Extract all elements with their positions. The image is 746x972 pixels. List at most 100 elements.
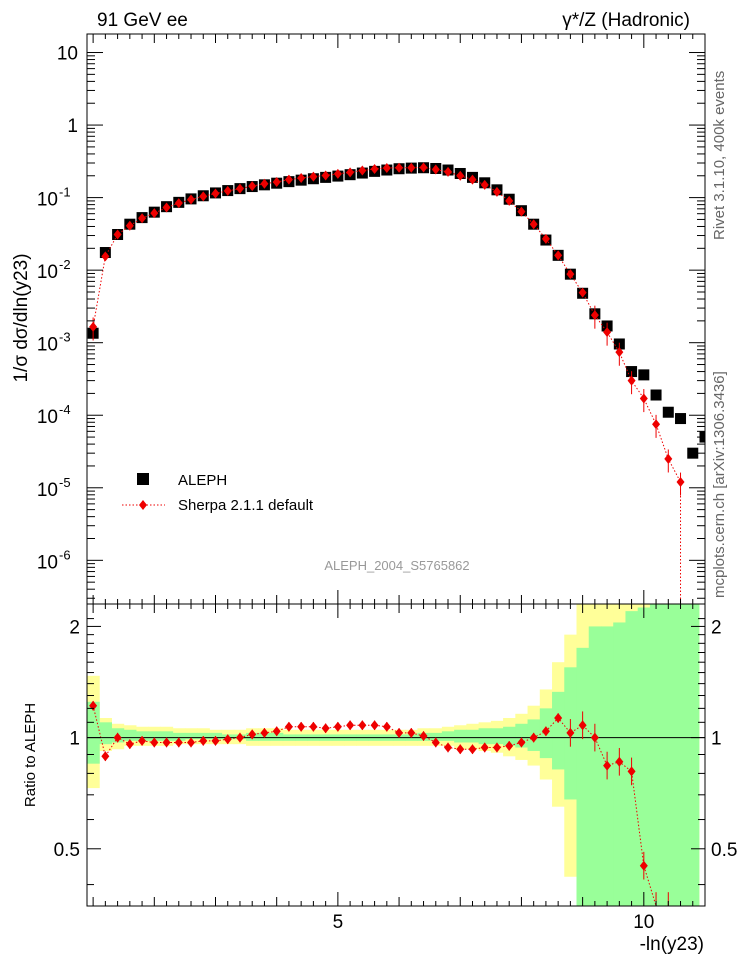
ratio-y-axis-label: Ratio to ALEPH [22, 703, 39, 807]
main-y-tick-label: 10 [37, 335, 58, 356]
main-y-tick-label: 1 [67, 116, 78, 137]
main-panel-frame [86, 33, 706, 605]
sherpa-point [370, 163, 379, 174]
ratio-sherpa-point [150, 737, 159, 748]
ratio-band-inner [454, 729, 467, 743]
ratio-band-inner [576, 647, 590, 906]
ratio-sherpa-point [101, 751, 110, 762]
ratio-sherpa-point [260, 727, 269, 738]
sherpa-point [89, 321, 98, 332]
ratio-band-inner [172, 732, 186, 741]
analysis-label: ALEPH_2004_S5765862 [324, 558, 469, 573]
main-y-tick-label: 10 [57, 44, 78, 65]
plot-title-left: 91 GeV ee [97, 10, 188, 31]
sherpa-point [664, 453, 673, 464]
ratio-band-inner [99, 722, 112, 745]
ratio-sherpa-point [382, 721, 391, 732]
ratio-band-inner [466, 729, 480, 743]
x-tick-label: 5 [333, 912, 344, 933]
aleph-point [650, 389, 662, 401]
sherpa-point [419, 162, 428, 173]
ratio-y-tick-label: 2 [69, 617, 80, 638]
ratio-sherpa-point [284, 721, 293, 732]
sherpa-point [187, 194, 196, 205]
sherpa-point [444, 166, 453, 177]
ratio-band-inner [662, 604, 675, 906]
ratio-sherpa-point [431, 737, 440, 748]
sherpa-point [272, 177, 281, 188]
ratio-sherpa-point [505, 740, 514, 751]
main-y-tick-exponent: -5 [59, 475, 71, 490]
sherpa-point [517, 206, 526, 217]
sherpa-point [333, 168, 342, 179]
ratio-band-inner [123, 729, 137, 741]
ratio-sherpa-point [566, 727, 575, 738]
sherpa-point [101, 251, 110, 262]
ratio-panel-data [89, 700, 669, 906]
main-y-tick-exponent: -4 [59, 402, 71, 417]
main-panel-data [87, 162, 705, 604]
ratio-sherpa-point [615, 756, 624, 767]
sherpa-point [615, 347, 624, 358]
sherpa-point [395, 162, 404, 173]
sherpa-point [346, 167, 355, 178]
main-y-tick-label: 10 [37, 262, 58, 283]
ratio-sherpa-point [639, 860, 648, 871]
aleph-point [687, 447, 699, 459]
ratio-sherpa-point [554, 712, 563, 723]
ratio-sherpa-point [297, 721, 306, 732]
ratio-band-inner [552, 691, 565, 770]
sherpa-point [456, 170, 465, 181]
sherpa-point [639, 393, 648, 404]
ratio-band-inner [503, 726, 516, 746]
ratio-sherpa-point [456, 744, 465, 755]
sherpa-line [92, 167, 681, 483]
ratio-y-tick-label-right: 1 [711, 729, 722, 750]
ratio-sherpa-point [272, 726, 281, 737]
sherpa-point [480, 179, 489, 190]
ratio-band-inner [490, 728, 504, 745]
ratio-band-inner [135, 731, 149, 741]
ratio-band-inner [674, 604, 688, 906]
ratio-sherpa-point [187, 737, 196, 748]
ratio-y-tick-label: 1 [69, 729, 80, 750]
ratio-sherpa-point [419, 731, 428, 742]
sherpa-point [554, 250, 563, 261]
ratio-band-inner [686, 604, 700, 906]
sherpa-point [113, 229, 122, 240]
sherpa-point [162, 202, 171, 213]
aleph-point [662, 406, 674, 418]
aleph-point [675, 413, 687, 425]
ratio-sherpa-point [125, 739, 134, 750]
sherpa-point [505, 195, 514, 206]
sherpa-point [578, 287, 587, 298]
ratio-sherpa-point [603, 760, 612, 771]
main-y-tick-exponent: -6 [59, 547, 71, 562]
sherpa-point [382, 162, 391, 173]
sherpa-point [492, 186, 501, 197]
legend-entry-sherpa: Sherpa 2.1.1 default [178, 497, 314, 514]
sherpa-point [260, 178, 269, 189]
ratio-sherpa-point [480, 742, 489, 753]
main-y-tick-exponent: -3 [59, 330, 71, 345]
ratio-sherpa-point [138, 735, 147, 746]
x-axis-label: -ln(y23) [640, 934, 704, 955]
sherpa-point [529, 219, 538, 230]
ratio-sherpa-point [321, 723, 330, 734]
legend: ALEPH Sherpa 2.1.1 default [122, 472, 314, 514]
ratio-sherpa-point [248, 729, 257, 740]
sherpa-point [211, 188, 220, 199]
ratio-band-inner [270, 732, 284, 741]
ratio-band-inner [429, 732, 443, 741]
ratio-sherpa-point [444, 742, 453, 753]
legend-marker-aleph [137, 473, 149, 485]
sherpa-point [199, 191, 208, 202]
ratio-band-inner [478, 728, 492, 745]
sherpa-point [223, 185, 232, 196]
ratio-sherpa-point [407, 727, 416, 738]
ratio-band-inner [148, 731, 161, 741]
sherpa-point [138, 213, 147, 224]
x-tick-label: 10 [633, 912, 654, 933]
